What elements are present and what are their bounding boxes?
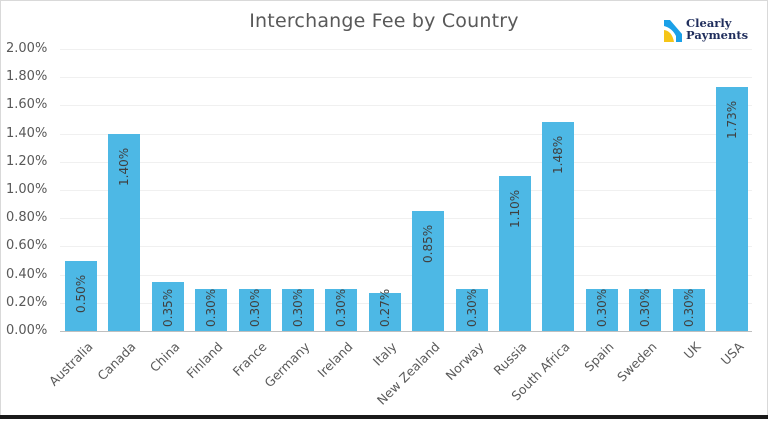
data-label: 0.30% bbox=[247, 288, 262, 327]
data-label: 0.50% bbox=[74, 274, 88, 313]
data-label: 0.30% bbox=[464, 288, 479, 327]
bar-australia bbox=[65, 260, 97, 331]
gridline bbox=[60, 246, 752, 248]
data-label: 1.73% bbox=[725, 100, 739, 140]
gridline bbox=[60, 77, 752, 79]
bar-germany bbox=[282, 288, 314, 331]
data-label: 0.30% bbox=[334, 288, 349, 327]
gridline bbox=[60, 105, 752, 107]
data-label: 1.10% bbox=[508, 189, 522, 228]
gridline bbox=[60, 161, 752, 163]
bar-south-africa bbox=[542, 122, 575, 331]
chart-title: Interchange Fee by Country bbox=[249, 10, 519, 32]
data-label: 0.85% bbox=[421, 225, 436, 264]
logo-text: Clearly Payments bbox=[686, 17, 748, 41]
data-label: 1.48% bbox=[551, 136, 566, 175]
gridline bbox=[60, 274, 752, 276]
gridline bbox=[60, 133, 752, 135]
logo-line-1: Clearly bbox=[686, 16, 732, 30]
data-label: 1.40% bbox=[117, 147, 132, 186]
bar-norway bbox=[455, 288, 488, 331]
data-label: 0.30% bbox=[291, 288, 305, 327]
gridline bbox=[60, 302, 752, 304]
data-label: 0.27% bbox=[377, 288, 392, 327]
y-tick-label: 1.40% bbox=[6, 125, 48, 141]
gridline bbox=[60, 190, 752, 191]
data-label: 0.30% bbox=[638, 288, 653, 327]
bar-sweden bbox=[629, 288, 662, 331]
y-tick-label: 1.00% bbox=[6, 182, 48, 197]
y-tick-label: 1.20% bbox=[6, 153, 48, 169]
bar-canada bbox=[108, 133, 141, 331]
y-tick-label: 0.80% bbox=[6, 210, 48, 226]
logo-line-2: Payments bbox=[686, 28, 749, 42]
gridline bbox=[60, 49, 752, 50]
y-tick-label: 2.00% bbox=[6, 41, 48, 56]
y-tick-label: 1.80% bbox=[6, 69, 48, 85]
clearly-payments-logo: Clearly Payments bbox=[662, 16, 762, 46]
y-tick-label: 0.20% bbox=[6, 294, 48, 310]
y-tick-label: 0.40% bbox=[6, 266, 48, 282]
bar-china bbox=[151, 281, 184, 331]
bar-france bbox=[238, 288, 271, 331]
logo-mark-icon bbox=[664, 20, 682, 42]
gridline bbox=[60, 218, 752, 220]
bar-spain bbox=[585, 288, 618, 331]
bar-uk bbox=[672, 288, 705, 331]
bar-new-zealand bbox=[412, 211, 445, 331]
bar-ireland bbox=[325, 288, 358, 331]
bar-usa bbox=[716, 87, 748, 331]
bar-russia bbox=[499, 175, 531, 331]
bottom-edge bbox=[0, 415, 768, 419]
x-axis-line bbox=[60, 331, 752, 332]
y-tick-label: 0.00% bbox=[6, 323, 48, 338]
y-tick-label: 0.60% bbox=[6, 238, 48, 254]
data-label: 0.30% bbox=[681, 288, 696, 327]
bar-italy bbox=[368, 292, 401, 331]
bar-finland bbox=[195, 288, 228, 331]
data-label: 0.35% bbox=[160, 288, 175, 327]
y-tick-label: 1.60% bbox=[6, 97, 48, 113]
data-label: 0.30% bbox=[594, 288, 609, 327]
data-label: 0.30% bbox=[204, 288, 219, 327]
